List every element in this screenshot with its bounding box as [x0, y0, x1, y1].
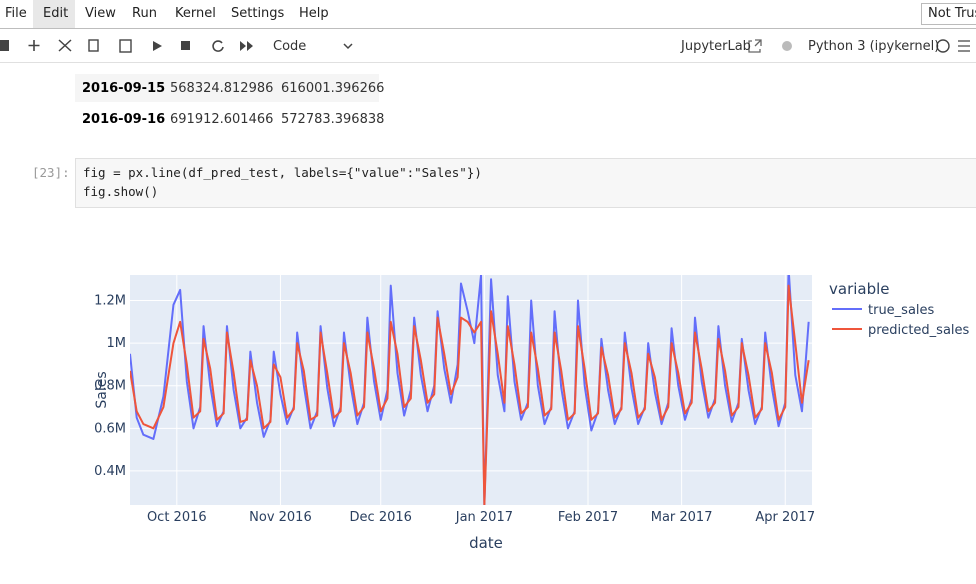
paste-icon[interactable]	[119, 39, 132, 53]
restart-icon[interactable]	[212, 40, 224, 52]
table-cell: 568324.812986	[170, 81, 274, 96]
trust-button[interactable]: Not Trusted	[921, 3, 976, 25]
menu-icon-lines	[958, 40, 970, 52]
y-tick-label: 0.8M	[94, 379, 126, 394]
menu-item[interactable]: Help	[299, 6, 329, 21]
copy-icon[interactable]	[88, 39, 99, 52]
menu-item[interactable]: Edit	[43, 6, 69, 21]
toolbar: Code JupyterLab Python 3 (ipykernel)	[0, 29, 976, 63]
menu-item[interactable]: Kernel	[175, 6, 216, 21]
kernel-status	[936, 39, 950, 53]
cell-type[interactable]: Code	[273, 39, 307, 54]
table-cell: 616001.396266	[281, 81, 385, 96]
code-line: fig = px.line(df_pred_test, labels={"val…	[83, 165, 482, 180]
y-tick-label: 0.6M	[94, 421, 126, 436]
add-icon[interactable]	[28, 40, 40, 51]
toolbar-icons	[0, 39, 970, 53]
y-tick-label: 1.2M	[94, 294, 126, 309]
plot-background	[130, 275, 812, 505]
stop-icon[interactable]	[181, 41, 190, 50]
table-cell: 572783.396838	[281, 112, 385, 127]
save-icon[interactable]	[0, 40, 9, 51]
code-line: fig.show()	[83, 184, 159, 199]
cell-prompt: [23]:	[32, 165, 70, 180]
menu-item[interactable]: File	[5, 6, 27, 21]
menu-item[interactable]: Settings	[231, 6, 285, 21]
jupyterlab-link[interactable]: JupyterLab	[681, 39, 751, 54]
table-row: 2016-09-16 691912.601466 572783.396838	[75, 105, 384, 133]
x-tick-label: Apr 2017	[755, 510, 815, 525]
x-tick-label: Jan 2017	[455, 510, 513, 525]
menu-item[interactable]: Run	[132, 6, 157, 21]
x-tick-label: Dec 2016	[350, 510, 412, 525]
legend-label: predicted_sales	[868, 323, 970, 338]
x-tick-label: Mar 2017	[651, 510, 713, 525]
x-tick-label: Nov 2016	[249, 510, 312, 525]
menu-bar: File Edit View Run Kernel Settings Help …	[0, 0, 976, 29]
chart: 0.4M 0.6M 0.8M 1M 1.2M Oct 2016 Nov 2016 Dec 20…	[94, 275, 970, 552]
series-line	[130, 284, 810, 505]
table-cell: 691912.601466	[170, 112, 274, 127]
legend-title: variable	[829, 280, 890, 298]
y-tick-label: 0.4M	[94, 464, 126, 479]
run-icon[interactable]	[153, 41, 162, 51]
series-line	[130, 275, 810, 505]
x-tick-label: Feb 2017	[558, 510, 618, 525]
y-tick-label: 1M	[107, 336, 127, 351]
dropdown-icon[interactable]	[343, 43, 353, 50]
x-tick-label: Oct 2016	[147, 510, 207, 525]
run-all-icon[interactable]	[240, 41, 253, 51]
kernel-name[interactable]: Python 3 (ipykernel)	[808, 39, 940, 54]
menu-item[interactable]: View	[85, 6, 116, 21]
legend-label: true_sales	[868, 303, 935, 318]
table-index: 2016-09-16	[82, 112, 166, 127]
table-row: 2016-09-15 568324.812986 616001.396266	[75, 74, 384, 102]
cut-icon[interactable]	[58, 39, 72, 52]
external-icon[interactable]	[748, 39, 762, 53]
table-index: 2016-09-15	[82, 81, 166, 96]
code-cell[interactable]: fig = px.line(df_pred_test, labels={"val…	[75, 158, 976, 208]
x-axis-title: date	[469, 534, 503, 552]
menu-highlight	[33, 0, 75, 28]
settings-icon[interactable]	[782, 41, 792, 51]
y-axis-title: Sales	[94, 371, 110, 408]
